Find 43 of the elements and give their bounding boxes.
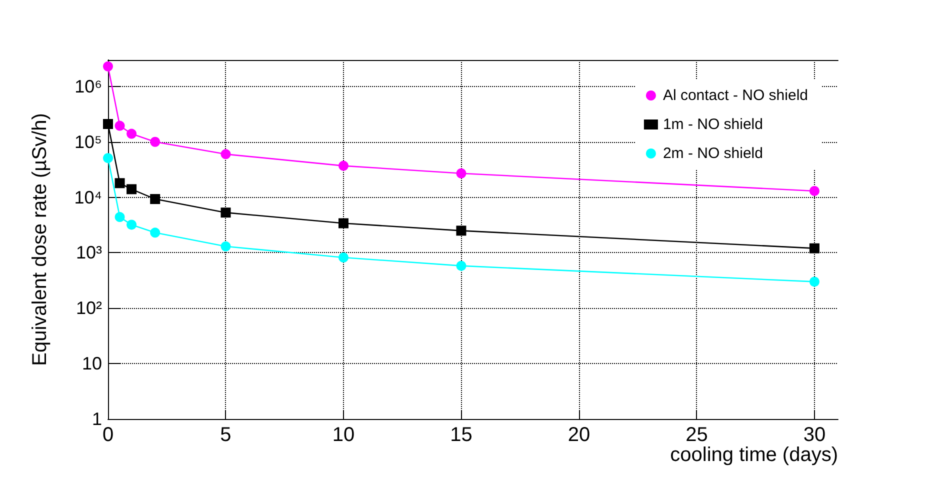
point — [150, 228, 160, 238]
legend-label: 2m - NO shield — [662, 145, 763, 162]
point — [338, 218, 348, 228]
x-axis-title: cooling time (days) — [670, 444, 838, 466]
point — [114, 178, 125, 188]
y-tick-label: 1 — [92, 409, 102, 429]
y-tick-label: 10⁶ — [74, 76, 102, 96]
y-tick-label: 10 — [82, 354, 102, 374]
point — [220, 208, 231, 218]
y-axis-title: Equivalent dose rate (µSv/h) — [29, 113, 51, 366]
point — [150, 194, 160, 204]
x-tick-label: 20 — [568, 424, 590, 446]
x-tick-label: 30 — [803, 424, 826, 446]
x-tick-label: 15 — [450, 424, 472, 446]
point — [126, 128, 137, 139]
point — [103, 61, 113, 72]
point — [456, 168, 466, 178]
point — [220, 149, 231, 160]
point — [456, 260, 466, 271]
point — [114, 212, 125, 222]
point — [809, 243, 820, 254]
point — [126, 220, 137, 230]
y-tick-label: 10³ — [76, 242, 102, 263]
point — [103, 119, 113, 130]
y-tick-label: 10² — [76, 298, 102, 318]
legend-label: 1m - NO shield — [662, 116, 763, 133]
x-tick-label: 10 — [332, 424, 355, 446]
point — [809, 186, 820, 196]
point — [114, 120, 125, 131]
point — [456, 226, 466, 236]
y-tick-label: 10⁴ — [74, 187, 102, 208]
point — [103, 153, 113, 164]
y-tick-label: 10⁵ — [74, 132, 102, 152]
legend-label: Al contact - NO shield — [662, 87, 808, 104]
point — [220, 241, 231, 252]
x-tick-label: 25 — [686, 424, 708, 446]
point — [126, 184, 137, 194]
x-tick-label: 0 — [102, 424, 114, 446]
point — [338, 252, 348, 262]
point — [809, 276, 820, 287]
point — [338, 160, 348, 171]
x-tick-label: 5 — [220, 424, 232, 446]
point — [150, 136, 160, 147]
